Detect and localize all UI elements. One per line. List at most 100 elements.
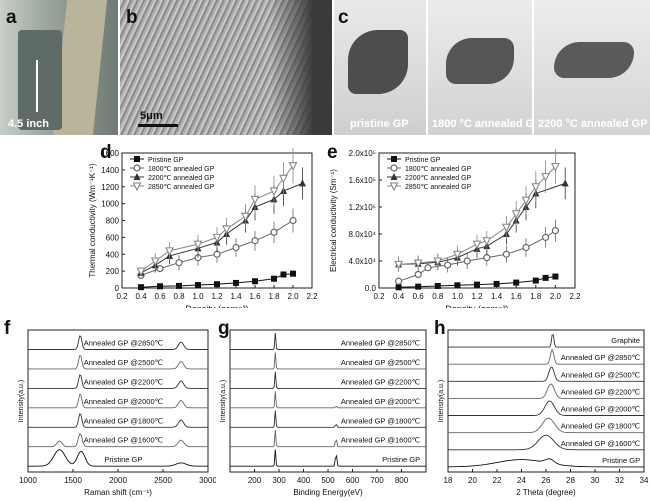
data-point	[561, 179, 569, 187]
panel-label-a: a	[6, 7, 17, 28]
data-point	[542, 233, 550, 241]
panel-label-h: h	[434, 318, 446, 339]
x-tick-label: 500	[321, 476, 335, 485]
data-point	[493, 280, 500, 287]
series-line	[398, 276, 556, 288]
photo-c-caption-3: 2200 °C annealed GP	[538, 118, 648, 130]
data-point	[415, 283, 422, 290]
data-point	[195, 282, 201, 289]
curled-sheet	[348, 30, 408, 94]
spectrum-label: Annealed GP @1600℃	[561, 439, 641, 448]
data-point	[271, 275, 277, 282]
x-tick-label: 2000	[109, 476, 127, 485]
data-point	[233, 279, 239, 286]
photo-a-caption: 4.5 inch	[8, 118, 49, 130]
legend-entry: 1800℃ annealed GP	[148, 166, 215, 173]
legend-entry: 1800℃ annealed GP	[405, 166, 472, 173]
y-axis-label: Thermal conductivity (Wm⁻¹K⁻¹)	[88, 163, 97, 278]
panel-label-b: b	[126, 7, 138, 28]
photo-c-caption-1: pristine GP	[350, 118, 409, 130]
data-point	[222, 225, 231, 235]
data-point	[551, 162, 560, 172]
x-tick-label: 0.6	[413, 292, 425, 301]
data-point	[522, 243, 530, 252]
data-point	[232, 243, 240, 252]
x-tick-label: 1.4	[230, 292, 242, 301]
x-tick-label: 22	[493, 476, 502, 485]
x-tick-label: 300	[272, 476, 286, 485]
x-tick-label: 32	[615, 476, 624, 485]
panel-label-e: e	[327, 142, 338, 163]
spectrum-label: Annealed GP @2500℃	[341, 358, 421, 367]
spectrum-label: Annealed GP @2850℃	[84, 338, 164, 347]
x-tick-label: 30	[591, 476, 600, 485]
x-tick-label: 34	[640, 476, 649, 485]
panel-label-g: g	[218, 318, 230, 339]
y-axis-label: Intensity(a.u.)	[18, 380, 25, 422]
spectrum-label: Annealed GP @2000℃	[561, 405, 641, 414]
data-point	[394, 260, 403, 270]
series-line	[398, 230, 556, 282]
x-tick-label: 0.2	[116, 292, 128, 301]
x-axis-label: 2 Theta (degree)	[516, 488, 576, 497]
data-point	[513, 279, 520, 286]
data-point	[443, 261, 452, 269]
y-tick-label: 0.0	[365, 284, 377, 293]
data-point	[434, 282, 441, 289]
x-tick-label: 0.8	[173, 292, 185, 301]
y-axis-label: Intensity(a.u.)	[220, 380, 227, 422]
data-point	[156, 264, 164, 273]
photo-b-sem-cross-section: b 5μm	[120, 0, 332, 135]
legend-marker	[132, 182, 142, 192]
photo-c-pristine: c pristine GP	[334, 0, 426, 135]
spectrum-line	[448, 366, 644, 382]
data-point	[502, 250, 510, 258]
plot-frame	[447, 329, 645, 473]
spectrum-label: Annealed GP @2200℃	[561, 387, 641, 396]
x-tick-label: 1.8	[268, 292, 280, 301]
spectrum-line	[28, 433, 208, 448]
legend-marker	[133, 164, 141, 172]
y-tick-label: 1200	[101, 183, 119, 192]
y-tick-label: 2.0x10⁵	[349, 149, 376, 158]
spectrum-line	[230, 430, 426, 448]
x-tick-label: 2.2	[569, 292, 581, 301]
data-point	[252, 278, 258, 285]
x-tick-label: 1.8	[530, 292, 542, 301]
data-point	[463, 257, 471, 265]
legend-marker	[390, 164, 398, 172]
chart-h-xrd-patterns: h 18 20 22 24 26 28 30 32 34 2 Theta (degree) Inten…	[434, 318, 649, 497]
data-point	[280, 271, 287, 278]
chart-g-xps-spectra: g 200 300 400 500 600 700 800 Binding Energy(eV)…	[218, 318, 427, 497]
data-point	[241, 212, 250, 222]
y-tick-label: 4.0x10⁴	[349, 257, 377, 266]
spectrum-line	[230, 391, 426, 409]
spectrum-label: Graphite	[611, 336, 640, 345]
data-point	[453, 250, 462, 260]
y-tick-label: 1400	[101, 166, 119, 175]
x-tick-label: 28	[566, 476, 575, 485]
scalebar-line	[138, 124, 178, 127]
data-point	[394, 277, 403, 285]
data-point	[542, 274, 549, 281]
data-point	[502, 223, 511, 233]
spectrum-label: Annealed GP @1800℃	[84, 416, 164, 425]
data-point	[214, 281, 220, 288]
x-tick-label: 2500	[154, 476, 172, 485]
x-tick-label: 0.4	[393, 292, 405, 301]
spectrum-line	[28, 449, 208, 467]
x-tick-label: 2.0	[287, 292, 299, 301]
x-tick-label: 0.6	[154, 292, 166, 301]
legend-entry: 2200℃ annealed GP	[148, 175, 215, 182]
data-point	[552, 273, 559, 280]
data-point	[521, 196, 531, 206]
y-tick-label: 0	[115, 284, 120, 293]
data-point	[165, 247, 174, 257]
spectrum-line	[448, 434, 644, 451]
y-axis-label: Electrical conductivity (Sm⁻¹)	[329, 169, 338, 272]
spectrum-line	[28, 374, 208, 389]
x-tick-label: 800	[395, 476, 409, 485]
spectrum-line	[448, 400, 644, 416]
y-tick-label: 800	[106, 217, 120, 226]
x-tick-label: 2.0	[550, 292, 562, 301]
